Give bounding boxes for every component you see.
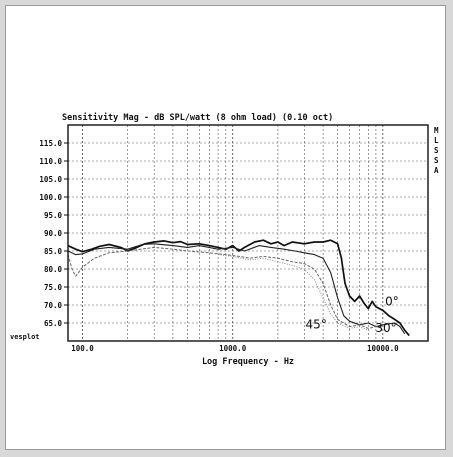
side-label: M [434, 126, 439, 135]
grid [68, 125, 429, 341]
side-label: A [434, 166, 439, 175]
series-line-1 [67, 243, 406, 335]
y-tick-label: 115.0 [39, 139, 62, 148]
x-tick-label: 100.0 [71, 344, 94, 353]
y-tick-label: 95.0 [44, 211, 63, 220]
x-tick-label: 1000.0 [219, 344, 247, 353]
angle-annotation: 30° [375, 321, 396, 335]
y-tick-label: 110.0 [39, 157, 62, 166]
y-tick-label: 85.0 [44, 247, 63, 256]
angle-annotation: 0° [385, 295, 399, 309]
y-tick-label: 70.0 [44, 301, 63, 310]
y-tick-label: 65.0 [44, 319, 63, 328]
x-axis: 100.0 1000.0 10000.0 [71, 344, 399, 353]
chart-frame: Sensitivity Mag - dB SPL/watt (8 ohm loa… [5, 5, 446, 450]
x-tick-label: 10000.0 [367, 344, 399, 353]
annotations: 0° 45° 30° [306, 295, 399, 335]
corner-label: vesplot [10, 333, 40, 341]
series-line-0 [67, 239, 410, 337]
series-line-3 [218, 254, 369, 331]
side-label: S [434, 156, 439, 165]
side-label: S [434, 146, 439, 155]
y-tick-label: 75.0 [44, 283, 63, 292]
series-line-2 [67, 246, 383, 329]
sensitivity-chart: Sensitivity Mag - dB SPL/watt (8 ohm loa… [10, 112, 439, 367]
angle-annotation: 45° [306, 317, 327, 331]
y-tick-label: 105.0 [39, 175, 62, 184]
x-axis-label: Log Frequency - Hz [202, 357, 294, 367]
side-label: L [434, 136, 439, 145]
y-axis: 115.0 110.0 105.0 100.0 95.0 90.0 85.0 80.0 75.0… [39, 139, 68, 328]
series-group [67, 239, 410, 337]
y-tick-label: 80.0 [44, 265, 63, 274]
chart-title: Sensitivity Mag - dB SPL/watt (8 ohm loa… [62, 112, 333, 123]
y-tick-label: 90.0 [44, 229, 63, 238]
y-tick-label: 100.0 [39, 193, 62, 202]
